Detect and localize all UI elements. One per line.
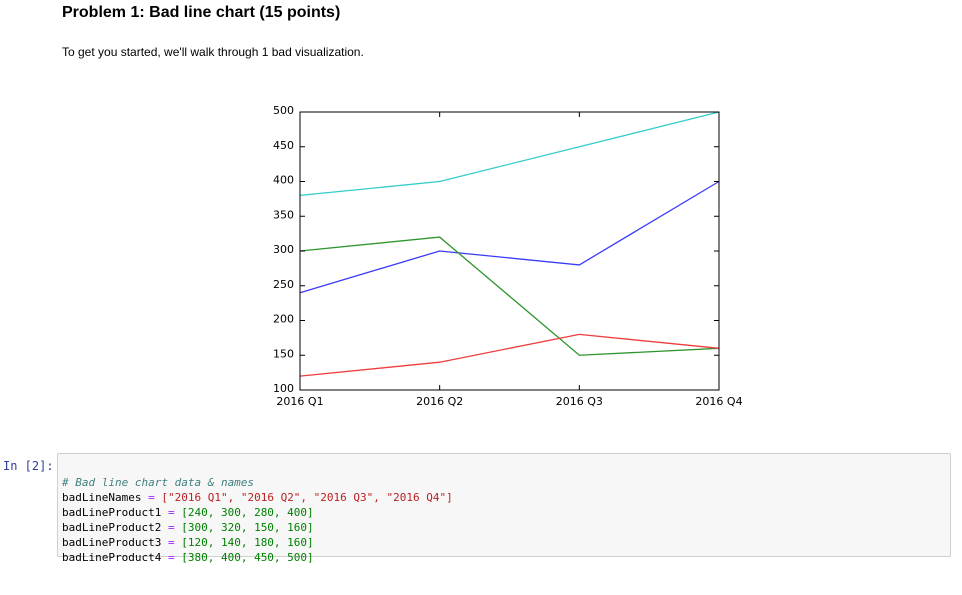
code-cell[interactable]: # Bad line chart data & names badLineName…: [57, 453, 951, 564]
series-line: [299, 111, 720, 197]
cell-prompt: In [2]:: [3, 459, 54, 473]
operator: =: [161, 536, 182, 549]
code-line: badLineProduct2 = [300, 320, 150, 160]: [62, 520, 453, 535]
code-line: # Bad line chart data & names: [62, 475, 453, 490]
y-tick-label: 400: [273, 174, 294, 187]
operator: =: [161, 551, 182, 564]
series-line: [299, 333, 720, 377]
value: [300, 320, 150, 160]: [181, 521, 314, 534]
operator: =: [161, 506, 182, 519]
variable: badLineProduct3: [62, 536, 162, 549]
y-tick-label: 350: [273, 208, 294, 221]
x-tick-label: 2016 Q3: [556, 395, 603, 408]
operator: =: [141, 491, 162, 504]
code-line: badLineProduct1 = [240, 300, 280, 400]: [62, 505, 453, 520]
x-tick-label: 2016 Q2: [416, 395, 463, 408]
heading: Problem 1: Bad line chart (15 points): [62, 4, 341, 21]
y-tick-label: 500: [273, 104, 294, 117]
chart: 100 150 200 250 300 350 400 450 500 2016 Q1 2016 Q…: [273, 104, 743, 408]
y-tick-label: 100: [273, 382, 294, 395]
series-line: [299, 180, 720, 294]
notebook-page: Problem 1: Bad line chart (15 points) To…: [3, 4, 951, 564]
code: # Bad line chart data & names badLineName…: [62, 460, 453, 595]
x-tick-label: 2016 Q1: [276, 395, 323, 408]
value: ["2016 Q1", "2016 Q2", "2016 Q3", "2016 …: [161, 491, 453, 504]
value: [380, 400, 450, 500]: [181, 551, 314, 564]
y-tick-label: 200: [273, 313, 294, 326]
code-line: badLineProduct4 = [380, 400, 450, 500]: [62, 550, 453, 565]
code-line: badLineProduct3 = [120, 140, 180, 160]: [62, 535, 453, 550]
variable: badLineProduct1: [62, 506, 162, 519]
series-line: [299, 236, 720, 356]
value: [120, 140, 180, 160]: [181, 536, 314, 549]
intro-text: To get you started, we'll walk through 1…: [62, 45, 364, 59]
variable: badLineNames: [62, 491, 142, 504]
operator: =: [161, 521, 182, 534]
variable: badLineProduct4: [62, 551, 162, 564]
x-tick-label: 2016 Q4: [695, 395, 742, 408]
code-line: badLineNames = ["2016 Q1", "2016 Q2", "2…: [62, 490, 453, 505]
y-tick-label: 150: [273, 347, 294, 360]
y-tick-label: 250: [273, 278, 294, 291]
variable: badLineProduct2: [62, 521, 162, 534]
y-tick-label: 300: [273, 243, 294, 256]
value: [240, 300, 280, 400]: [181, 506, 314, 519]
comment: # Bad line chart data & names: [62, 476, 255, 489]
y-tick-label: 450: [273, 139, 294, 152]
